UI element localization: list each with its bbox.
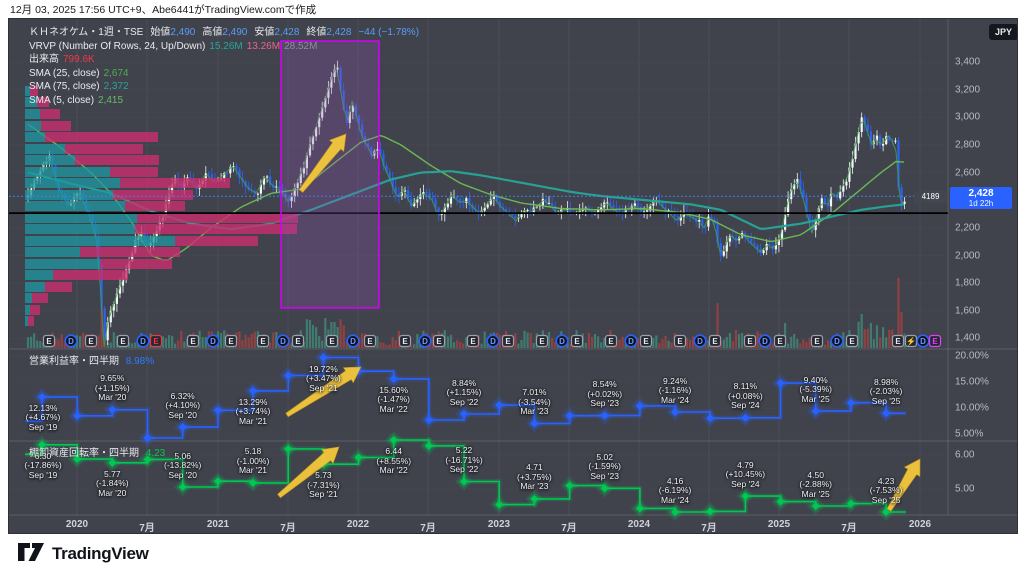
svg-text:D: D [762, 337, 768, 346]
dividend-badge[interactable]: D [486, 334, 500, 348]
svg-text:D: D [559, 337, 565, 346]
tradingview-logo-icon [18, 543, 44, 561]
dividend-badge[interactable]: D [830, 334, 844, 348]
svg-text:E: E [46, 337, 52, 346]
svg-text:E: E [88, 337, 94, 346]
dividend-badge[interactable]: D [758, 334, 772, 348]
earnings-badge[interactable]: E [928, 334, 942, 348]
svg-text:⚡: ⚡ [906, 336, 916, 346]
svg-text:D: D [834, 337, 840, 346]
earnings-badge[interactable]: E [224, 334, 238, 348]
svg-text:D: D [628, 337, 634, 346]
svg-text:D: D [68, 337, 74, 346]
dividend-badge[interactable]: D [555, 334, 569, 348]
volume-profile [25, 86, 298, 326]
dividend-badge[interactable]: D [693, 334, 707, 348]
earnings-badge[interactable]: E [535, 334, 549, 348]
highlight-box[interactable] [280, 40, 380, 309]
chart-canvas[interactable]: E D E E D E E D E E D E E D E E D E E D E E D E E D E E D E E D E E D E E ⚡ D E [9, 19, 1017, 533]
svg-text:E: E [539, 337, 545, 346]
svg-text:D: D [697, 337, 703, 346]
svg-text:E: E [505, 337, 511, 346]
svg-text:E: E [747, 337, 753, 346]
turnover-step-line [25, 430, 906, 522]
svg-text:D: D [422, 337, 428, 346]
annotation-arrow[interactable] [886, 458, 921, 512]
svg-text:E: E [153, 337, 159, 346]
earnings-badge[interactable]: E [432, 334, 446, 348]
svg-text:E: E [849, 337, 855, 346]
svg-text:D: D [210, 337, 216, 346]
dividend-badge[interactable]: D [916, 334, 930, 348]
earnings-badge[interactable]: E [673, 334, 687, 348]
svg-text:E: E [574, 337, 580, 346]
earnings-badge[interactable]: E [186, 334, 200, 348]
earnings-badge[interactable]: E [570, 334, 584, 348]
dividend-badge[interactable]: D [64, 334, 78, 348]
svg-text:D: D [280, 337, 286, 346]
svg-text:E: E [120, 337, 126, 346]
svg-text:E: E [643, 337, 649, 346]
svg-text:E: E [470, 337, 476, 346]
earnings-badge[interactable]: E [42, 334, 56, 348]
earnings-badge[interactable]: E [845, 334, 859, 348]
earnings-badge[interactable]: E [363, 334, 377, 348]
split-badge[interactable]: ⚡ [904, 334, 918, 348]
dividend-badge[interactable]: D [624, 334, 638, 348]
dividend-badge[interactable]: D [276, 334, 290, 348]
separators [9, 19, 1017, 516]
earnings-badge[interactable]: E [810, 334, 824, 348]
svg-text:E: E [777, 337, 783, 346]
svg-text:E: E [436, 337, 442, 346]
svg-text:E: E [228, 337, 234, 346]
earnings-badge[interactable]: E [84, 334, 98, 348]
earnings-badge[interactable]: E [891, 334, 905, 348]
dividend-badge[interactable]: D [206, 334, 220, 348]
svg-text:D: D [140, 337, 146, 346]
earnings-badge[interactable]: E [325, 334, 339, 348]
svg-text:E: E [895, 337, 901, 346]
chart-frame[interactable]: E D E E D E E D E E D E E D E E D E E D E E D E E D E E D E E D E E D E E ⚡ D E… [8, 18, 1018, 534]
earnings-badge[interactable]: E [256, 334, 270, 348]
annotation-arrow[interactable] [285, 366, 362, 418]
tradingview-logo[interactable]: TradingView [18, 543, 149, 565]
earnings-badge[interactable]: E [708, 334, 722, 348]
annotation-arrow[interactable] [277, 446, 340, 499]
earnings-badge[interactable]: E [149, 334, 163, 348]
creation-attribution: 12月 03, 2025 17:56 UTC+9、Abe6441がTrading… [10, 4, 317, 16]
earnings-badge[interactable]: E [743, 334, 757, 348]
dividend-badge[interactable]: D [136, 334, 150, 348]
svg-text:D: D [490, 337, 496, 346]
dividend-badge[interactable]: D [346, 334, 360, 348]
svg-text:E: E [402, 337, 408, 346]
svg-text:D: D [920, 337, 926, 346]
earnings-badge[interactable]: E [398, 334, 412, 348]
dividend-badge[interactable]: D [418, 334, 432, 348]
svg-text:E: E [814, 337, 820, 346]
svg-text:E: E [190, 337, 196, 346]
annotation-arrow[interactable] [298, 133, 347, 193]
svg-text:E: E [677, 337, 683, 346]
svg-text:E: E [367, 337, 373, 346]
svg-text:E: E [932, 337, 938, 346]
svg-text:E: E [329, 337, 335, 346]
grid [9, 19, 948, 515]
earnings-badge[interactable]: E [501, 334, 515, 348]
svg-text:E: E [712, 337, 718, 346]
tradingview-wordmark: TradingView [52, 544, 149, 563]
margin-step-line [25, 348, 906, 448]
earnings-badge[interactable]: E [639, 334, 653, 348]
earnings-badge[interactable]: E [773, 334, 787, 348]
svg-text:D: D [350, 337, 356, 346]
earnings-badge[interactable]: E [116, 334, 130, 348]
svg-text:E: E [295, 337, 301, 346]
earnings-badge[interactable]: E [604, 334, 618, 348]
earnings-badge[interactable]: E [291, 334, 305, 348]
svg-text:E: E [260, 337, 266, 346]
svg-text:E: E [608, 337, 614, 346]
earnings-badge[interactable]: E [466, 334, 480, 348]
